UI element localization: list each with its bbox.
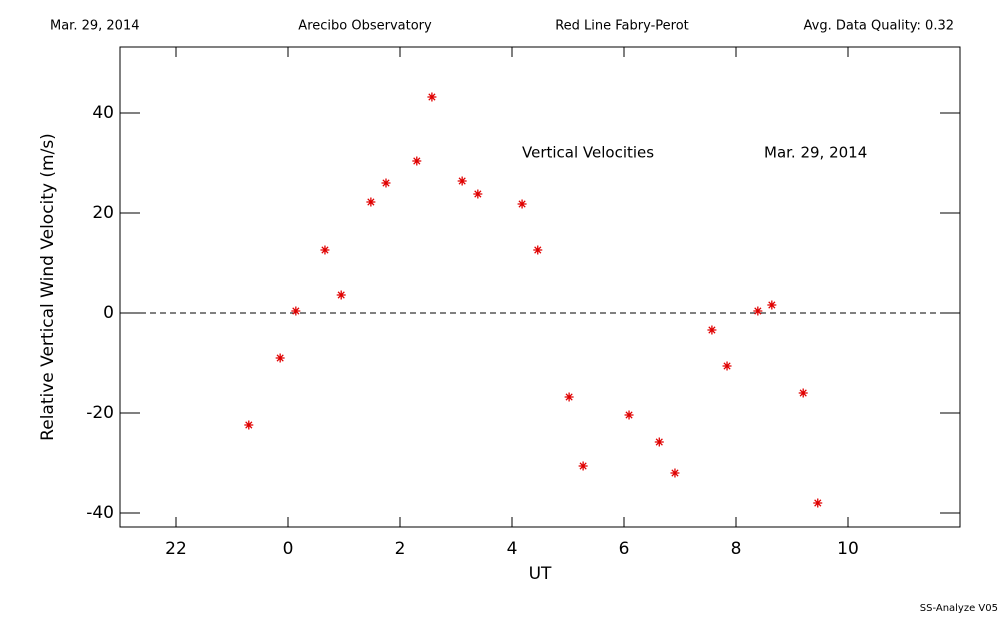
x-tick-label: 0	[283, 539, 294, 559]
plot-frame	[119, 46, 961, 528]
data-point	[670, 468, 680, 478]
y-tick-label: 20	[92, 203, 114, 223]
data-point	[578, 461, 588, 471]
x-tick-label: 6	[619, 539, 630, 559]
y-tick-label: 0	[103, 303, 114, 323]
header-text: Red Line Fabry-Perot	[555, 19, 689, 34]
data-point	[366, 197, 376, 207]
data-point	[244, 420, 254, 430]
x-tick-label: 2	[395, 539, 406, 559]
data-point	[533, 245, 543, 255]
data-point	[564, 392, 574, 402]
annotation: Vertical Velocities	[522, 144, 654, 162]
data-point	[336, 290, 346, 300]
data-point	[473, 189, 483, 199]
data-point	[320, 245, 330, 255]
data-point	[624, 410, 634, 420]
data-point	[275, 353, 285, 363]
y-axis-label: Relative Vertical Wind Velocity (m/s)	[38, 133, 58, 441]
x-tick-label: 22	[165, 539, 187, 559]
data-point	[798, 388, 808, 398]
x-tick-label: 8	[731, 539, 742, 559]
data-point	[381, 178, 391, 188]
data-point	[767, 300, 777, 310]
data-point	[517, 199, 527, 209]
data-point	[753, 306, 763, 316]
data-point	[412, 156, 422, 166]
data-point	[457, 176, 467, 186]
header-text: Arecibo Observatory	[298, 19, 432, 34]
footer: SS-Analyze V05	[920, 603, 998, 614]
y-tick-label: -40	[86, 503, 114, 523]
data-point	[707, 325, 717, 335]
data-point	[291, 306, 301, 316]
annotation: Mar. 29, 2014	[764, 144, 867, 162]
y-tick-label: 40	[92, 103, 114, 123]
data-point	[654, 437, 664, 447]
data-point	[427, 92, 437, 102]
x-axis-label: UT	[529, 564, 552, 584]
x-tick-label: 4	[507, 539, 518, 559]
header-text: Avg. Data Quality: 0.32	[804, 19, 954, 34]
x-tick-label: 10	[837, 539, 859, 559]
data-point	[722, 361, 732, 371]
y-tick-label: -20	[86, 403, 114, 423]
data-point	[813, 498, 823, 508]
header-text: Mar. 29, 2014	[50, 19, 140, 34]
